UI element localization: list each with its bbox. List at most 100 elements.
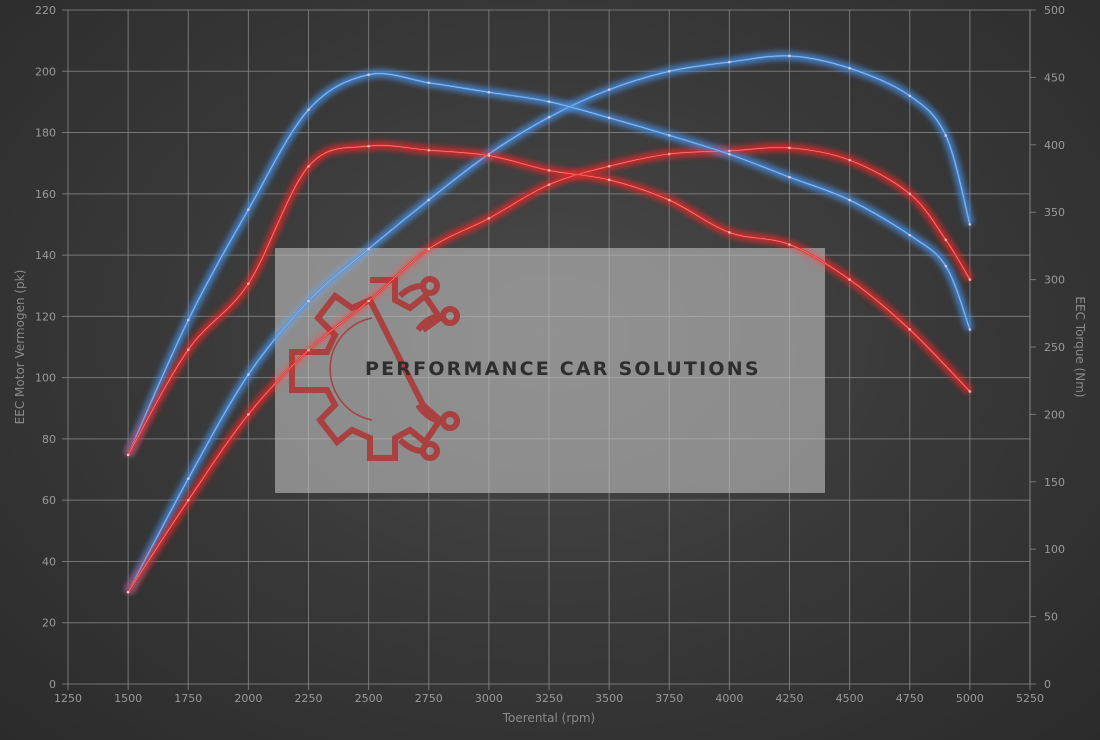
tick-labels: 1250 1500 1750 2000 2250 2500 2750 3000 3250 3500… [35, 4, 1065, 705]
y2-tick-label: 250 [1044, 341, 1065, 354]
data-point [547, 169, 551, 172]
data-point [848, 198, 851, 202]
y2-tick-label: 400 [1044, 139, 1065, 152]
data-point [908, 94, 912, 98]
data-point [944, 264, 948, 268]
data-point [247, 373, 250, 376]
data-point [427, 247, 431, 251]
data-point [367, 73, 370, 77]
data-point [908, 233, 912, 237]
x-tick-label: 5250 [1016, 692, 1044, 705]
data-point [186, 498, 190, 502]
y2-tick-label: 200 [1044, 408, 1065, 421]
x-tick-label: 1500 [114, 692, 142, 705]
data-point [186, 477, 190, 481]
data-point [728, 60, 731, 64]
data-point [788, 54, 791, 58]
data-point [607, 116, 611, 120]
data-point [968, 390, 972, 393]
x-tick-label: 2000 [234, 692, 262, 705]
data-point [968, 278, 972, 281]
data-point [848, 66, 851, 70]
data-point [487, 154, 491, 157]
data-point [728, 231, 731, 234]
x-tick-label: 3000 [475, 692, 503, 705]
data-point [968, 328, 972, 331]
data-point [667, 152, 671, 156]
watermark: PERFORMANCE CAR SOLUTIONS [275, 248, 825, 493]
data-point [788, 175, 791, 179]
data-point [848, 278, 851, 281]
y2-tick-label: 50 [1044, 611, 1058, 624]
data-point [367, 247, 370, 251]
data-point [908, 328, 912, 331]
series-lines [125, 53, 973, 594]
data-point [547, 183, 551, 186]
data-point [307, 108, 310, 112]
y2-tick-label: 0 [1044, 678, 1051, 691]
y-tick-label: 80 [42, 433, 56, 446]
data-point [788, 243, 791, 246]
data-point [547, 115, 551, 119]
x-tick-label: 2750 [415, 692, 443, 705]
y2-tick-label: 300 [1044, 274, 1065, 287]
y-tick-label: 100 [35, 372, 56, 385]
data-point [186, 348, 190, 351]
data-point [788, 146, 791, 150]
data-point [367, 144, 370, 148]
watermark-panel [275, 248, 825, 493]
data-point [247, 208, 250, 211]
y-tick-label: 0 [49, 678, 56, 691]
data-point [427, 81, 431, 85]
x-axis-label: Toerental (rpm) [502, 711, 595, 725]
y-tick-label: 60 [42, 494, 56, 507]
data-point [848, 158, 851, 162]
y-tick-label: 200 [35, 65, 56, 78]
x-tick-label: 3750 [655, 692, 683, 705]
y2-tick-label: 150 [1044, 476, 1065, 489]
y-tick-label: 40 [42, 555, 56, 568]
y-tick-label: 220 [35, 4, 56, 17]
x-tick-label: 4750 [896, 692, 924, 705]
data-point [247, 282, 250, 285]
x-tick-label: 3500 [595, 692, 623, 705]
data-point [607, 88, 611, 91]
y-tick-label: 20 [42, 617, 56, 630]
data-point [667, 69, 671, 73]
y-tick-label: 160 [35, 188, 56, 201]
data-point [307, 165, 310, 168]
y-tick-label: 120 [35, 310, 56, 323]
data-point [667, 198, 671, 202]
data-point [307, 348, 310, 352]
y-tick-label: 180 [35, 127, 56, 140]
data-point [944, 134, 948, 137]
x-tick-label: 5000 [956, 692, 984, 705]
data-point [126, 453, 130, 457]
data-point [427, 148, 431, 152]
data-point [944, 238, 948, 242]
x-tick-label: 4000 [715, 692, 743, 705]
data-point [547, 100, 551, 103]
x-tick-label: 1750 [174, 692, 202, 705]
x-tick-label: 2250 [295, 692, 323, 705]
data-point [607, 164, 611, 168]
x-tick-label: 3250 [535, 692, 563, 705]
x-tick-label: 2500 [355, 692, 383, 705]
x-tick-label: 1250 [54, 692, 82, 705]
y2-tick-label: 450 [1044, 71, 1065, 84]
data-point [667, 134, 671, 137]
data-point [186, 318, 190, 322]
data-point [247, 413, 250, 416]
data-point [487, 90, 491, 94]
y2-tick-label: 100 [1044, 543, 1065, 556]
y2-tick-label: 500 [1044, 4, 1065, 17]
x-tick-label: 4250 [776, 692, 804, 705]
x-tick-label: 4500 [836, 692, 864, 705]
y-tick-label: 140 [35, 249, 56, 262]
data-point [367, 299, 370, 303]
data-point [307, 299, 310, 303]
data-point [908, 192, 912, 196]
y-axis-label: EEC Motor Vermogen (pk) [13, 270, 27, 425]
data-point [487, 217, 491, 220]
